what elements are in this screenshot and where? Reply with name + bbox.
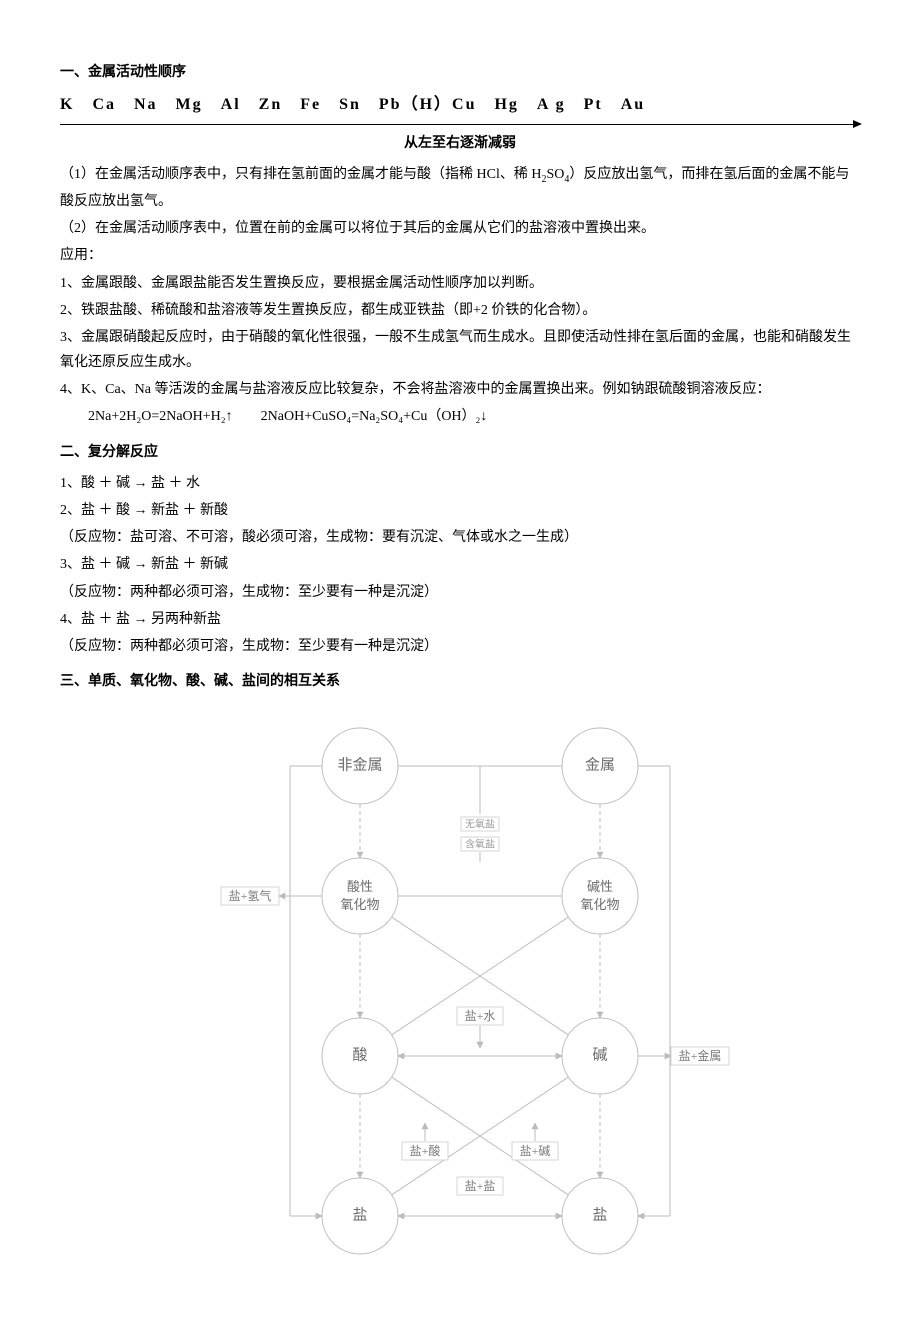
section1-equation: 2Na+2H₂O=2NaOH+H₂↑ 2NaOH+CuSO₄=Na₂SO₄+Cu… bbox=[88, 404, 860, 429]
s2-line3: 3、盐 ＋ 碱 → 新盐 ＋ 新碱 bbox=[60, 552, 860, 577]
section1-app4: 4、K、Ca、Na 等活泼的金属与盐溶液反应比较复杂，不会将盐溶液中的金属置换出… bbox=[60, 377, 860, 402]
svg-text:含氧盐: 含氧盐 bbox=[465, 838, 495, 851]
svg-text:盐+氢气: 盐+氢气 bbox=[229, 888, 272, 903]
activity-caption: 从左至右逐渐减弱 bbox=[60, 131, 860, 156]
svg-text:盐+酸: 盐+酸 bbox=[410, 1143, 441, 1158]
s2-line4-note: （反应物：两种都必须可溶，生成物：至少要有一种是沉淀） bbox=[60, 634, 860, 659]
svg-text:碱性: 碱性 bbox=[587, 879, 613, 894]
section1-app1: 1、金属跟酸、金属跟盐能否发生置换反应，要根据金属活动性顺序加以判断。 bbox=[60, 271, 860, 296]
section-1-title: 一、金属活动性顺序 bbox=[60, 60, 860, 85]
svg-text:盐+碱: 盐+碱 bbox=[520, 1144, 551, 1158]
svg-text:盐+盐: 盐+盐 bbox=[465, 1179, 496, 1193]
relationship-diagram-wrap: 无氧盐含氧盐盐+水盐+盐 盐+酸 盐+碱 盐+氢气盐+金属 非金属 金属酸性氧化物 碱性氧化… bbox=[60, 706, 860, 1286]
svg-text:氧化物: 氧化物 bbox=[340, 897, 379, 912]
svg-text:金属: 金属 bbox=[585, 757, 615, 774]
svg-text:酸性: 酸性 bbox=[347, 879, 373, 894]
s2-line3-note: （反应物：两种都必须可溶，生成物：至少要有一种是沉淀） bbox=[60, 580, 860, 605]
section1-p1: （1）在金属活动顺序表中，只有排在氢前面的金属才能与酸（指稀 HCl、稀 H2S… bbox=[60, 162, 860, 214]
activity-arrow bbox=[60, 124, 860, 125]
section1-app3: 3、金属跟硝酸起反应时，由于硝酸的氧化性很强，一般不生成氢气而生成水。且即使活动… bbox=[60, 325, 860, 375]
section-3-title: 三、单质、氧化物、酸、碱、盐间的相互关系 bbox=[60, 669, 860, 694]
svg-text:酸: 酸 bbox=[352, 1047, 367, 1064]
section-2-title: 二、复分解反应 bbox=[60, 440, 860, 465]
svg-text:盐: 盐 bbox=[352, 1207, 367, 1224]
s2-line2: 2、盐 ＋ 酸 → 新盐 ＋ 新酸 bbox=[60, 498, 860, 523]
svg-text:盐: 盐 bbox=[592, 1207, 607, 1224]
section1-app2: 2、铁跟盐酸、稀硫酸和盐溶液等发生置换反应，都生成亚铁盐（即+2 价铁的化合物）… bbox=[60, 298, 860, 323]
s2-line4: 4、盐 ＋ 盐 → 另两种新盐 bbox=[60, 607, 860, 632]
activity-series-elements: K Ca Na Mg Al Zn Fe Sn Pb（H）Cu Hg A g Pt… bbox=[60, 91, 860, 122]
svg-text:氧化物: 氧化物 bbox=[580, 897, 619, 912]
svg-text:盐+水: 盐+水 bbox=[465, 1009, 496, 1023]
p1-frag-b: SO bbox=[546, 167, 564, 182]
s2-line1: 1、酸 ＋ 碱 → 盐 ＋ 水 bbox=[60, 471, 860, 496]
section1-app-title: 应用： bbox=[60, 243, 860, 268]
svg-text:非金属: 非金属 bbox=[337, 757, 382, 774]
relationship-diagram: 无氧盐含氧盐盐+水盐+盐 盐+酸 盐+碱 盐+氢气盐+金属 非金属 金属酸性氧化物 碱性氧化… bbox=[180, 706, 740, 1286]
svg-text:无氧盐: 无氧盐 bbox=[465, 818, 495, 831]
section1-p2: （2）在金属活动顺序表中，位置在前的金属可以将位于其后的金属从它们的盐溶液中置换… bbox=[60, 216, 860, 241]
s2-line2-note: （反应物：盐可溶、不可溶，酸必须可溶，生成物：要有沉淀、气体或水之一生成） bbox=[60, 525, 860, 550]
svg-text:碱: 碱 bbox=[592, 1047, 607, 1064]
p1-frag-a: （1）在金属活动顺序表中，只有排在氢前面的金属才能与酸（指稀 HCl、稀 H bbox=[60, 167, 541, 182]
svg-text:盐+金属: 盐+金属 bbox=[679, 1048, 722, 1063]
